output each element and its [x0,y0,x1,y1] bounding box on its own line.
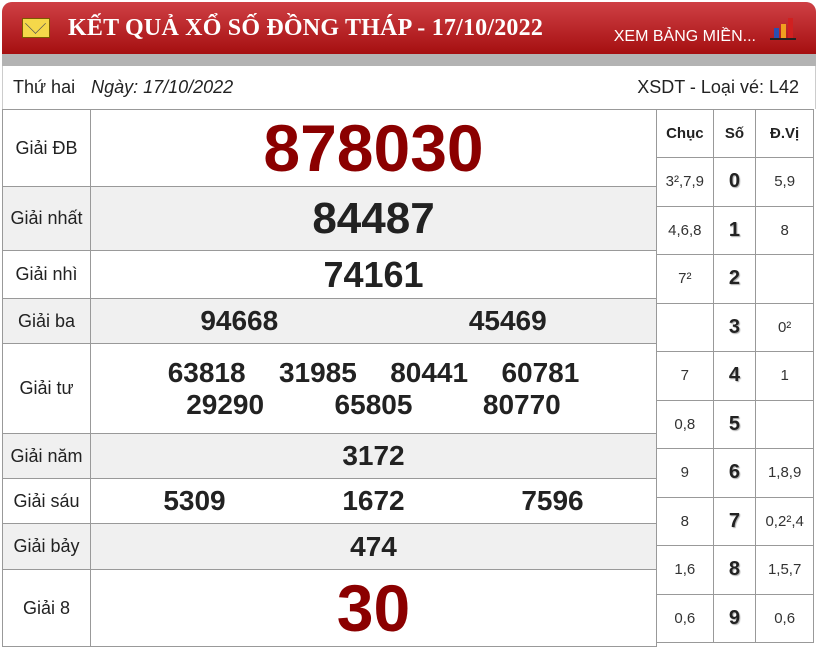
prize-number: 84487 [312,193,435,243]
prize-number: 1672 [342,485,405,516]
loto-units: 0,6 [755,593,814,643]
loto-digit: 7 [712,496,757,546]
prize-row: Giải năm 3172 [2,433,657,479]
view-region-link[interactable]: XEM BẢNG MIỀN... [613,28,756,45]
loto-tens: 8 [656,496,714,546]
loto-row: 3 0² [656,302,814,352]
prize-number: 74161 [323,253,424,295]
prize-number: 31985 [278,356,357,388]
loto-tens: 9 [656,448,714,498]
prize-row: Giải nhất 84487 [2,186,657,251]
prize-numbers: 5309 1672 7596 [90,478,657,524]
loto-units: 0,2²,4 [755,496,814,546]
loto-units: 5,9 [755,157,814,207]
prize-numbers: 74161 [90,250,657,299]
loto-tens: 0,6 [656,593,714,643]
prize-row: Giải nhì 74161 [2,250,657,299]
prize-number: 45469 [468,305,547,336]
loto-tens: 3²,7,9 [656,157,714,207]
loto-header: Chục [656,109,714,158]
prize-number: 3172 [342,440,405,471]
loto-units [755,399,814,449]
loto-table: Chục Số Đ.Vị 3²,7,9 0 5,9 4,6,8 1 8 7² 2 3 0² 7 4 1 0,8 5… [656,109,814,643]
loto-tens: 1,6 [656,545,714,595]
loto-digit: 8 [712,545,757,595]
loto-tens: 7 [656,351,714,401]
prize-row: Giải ba 94668 45469 [2,298,657,344]
prize-numbers: 878030 [90,109,657,187]
weekday: Thứ hai [13,77,76,97]
loto-tens: 0,8 [656,399,714,449]
loto-row: 0,8 5 [656,399,814,449]
loto-digit: 6 [712,448,757,498]
prize-numbers: 3172 [90,433,657,479]
prize-number: 65805 [334,388,413,420]
prize-label: Giải năm [2,433,91,479]
loto-row: 1,6 8 1,5,7 [656,545,814,595]
ticket-type: XSDT - Loại vé: L42 [637,77,799,97]
page-title: KẾT QUẢ XỔ SỐ ĐỒNG THÁP - 17/10/2022 [68,14,544,41]
prize-number: 878030 [263,111,484,185]
loto-units: 1 [755,351,814,401]
header-banner: KẾT QUẢ XỔ SỐ ĐỒNG THÁP - 17/10/2022 XEM… [2,2,816,66]
prize-numbers: 63818 31985 80441 60781 29290 65805 80770 [90,343,657,434]
loto-row: 4,6,8 1 8 [656,205,814,255]
loto-digit: 4 [712,351,757,401]
bar-chart-icon[interactable] [770,18,796,40]
prize-numbers: 30 [90,569,657,647]
loto-digit: 3 [712,302,757,352]
prize-numbers: 84487 [90,186,657,251]
loto-digit: 0 [712,157,757,207]
loto-units: 0² [755,302,814,352]
prize-row: Giải ĐB 878030 [2,109,657,187]
loto-units [755,254,814,304]
loto-digit: 9 [712,593,757,643]
loto-digit: 5 [712,399,757,449]
prize-label: Giải tư [2,343,91,434]
prize-row: Giải 8 30 [2,569,657,647]
loto-digit: 2 [712,254,757,304]
prize-table: Giải ĐB 878030 Giải nhất 84487 Giải nhì 74161… [2,109,657,647]
prize-numbers: 94668 45469 [90,298,657,344]
loto-row: 7² 2 [656,254,814,304]
loto-tens: 7² [656,254,714,304]
prize-number: 63818 [167,356,246,388]
prize-label: Giải sáu [2,478,91,524]
loto-header: Số [712,109,757,158]
loto-units: 1,5,7 [755,545,814,595]
prize-label: Giải nhì [2,250,91,299]
prize-number: 474 [350,530,397,562]
prize-label: Giải 8 [2,569,91,647]
prize-row: Giải tư 63818 31985 80441 60781 29290 65805 807… [2,343,657,434]
prize-number: 7596 [521,485,584,516]
prize-numbers: 474 [90,523,657,570]
loto-row: 3²,7,9 0 5,9 [656,157,814,207]
envelope-icon [22,18,50,38]
draw-info: Thứ hai Ngày: 17/10/2022 XSDT - Loại vé:… [2,66,816,109]
prize-label: Giải bảy [2,523,91,570]
loto-row: 8 7 0,2²,4 [656,496,814,546]
loto-row: 9 6 1,8,9 [656,448,814,498]
prize-number: 80441 [390,356,469,388]
loto-tens: 4,6,8 [656,205,714,255]
prize-label: Giải nhất [2,186,91,251]
prize-number: 94668 [200,305,279,336]
prize-label: Giải ĐB [2,109,91,187]
loto-units: 8 [755,205,814,255]
prize-number: 80770 [482,388,561,420]
prize-row: Giải sáu 5309 1672 7596 [2,478,657,524]
loto-tens [656,302,714,352]
prize-number: 5309 [163,485,226,516]
prize-number: 30 [336,571,411,645]
prize-number: 29290 [186,388,265,420]
draw-date: Ngày: 17/10/2022 [91,77,234,97]
loto-header: Đ.Vị [755,109,814,158]
prize-row: Giải bảy 474 [2,523,657,570]
loto-digit: 1 [712,205,757,255]
prize-number: 60781 [501,356,580,388]
loto-units: 1,8,9 [755,448,814,498]
prize-label: Giải ba [2,298,91,344]
loto-row: 0,6 9 0,6 [656,593,814,643]
